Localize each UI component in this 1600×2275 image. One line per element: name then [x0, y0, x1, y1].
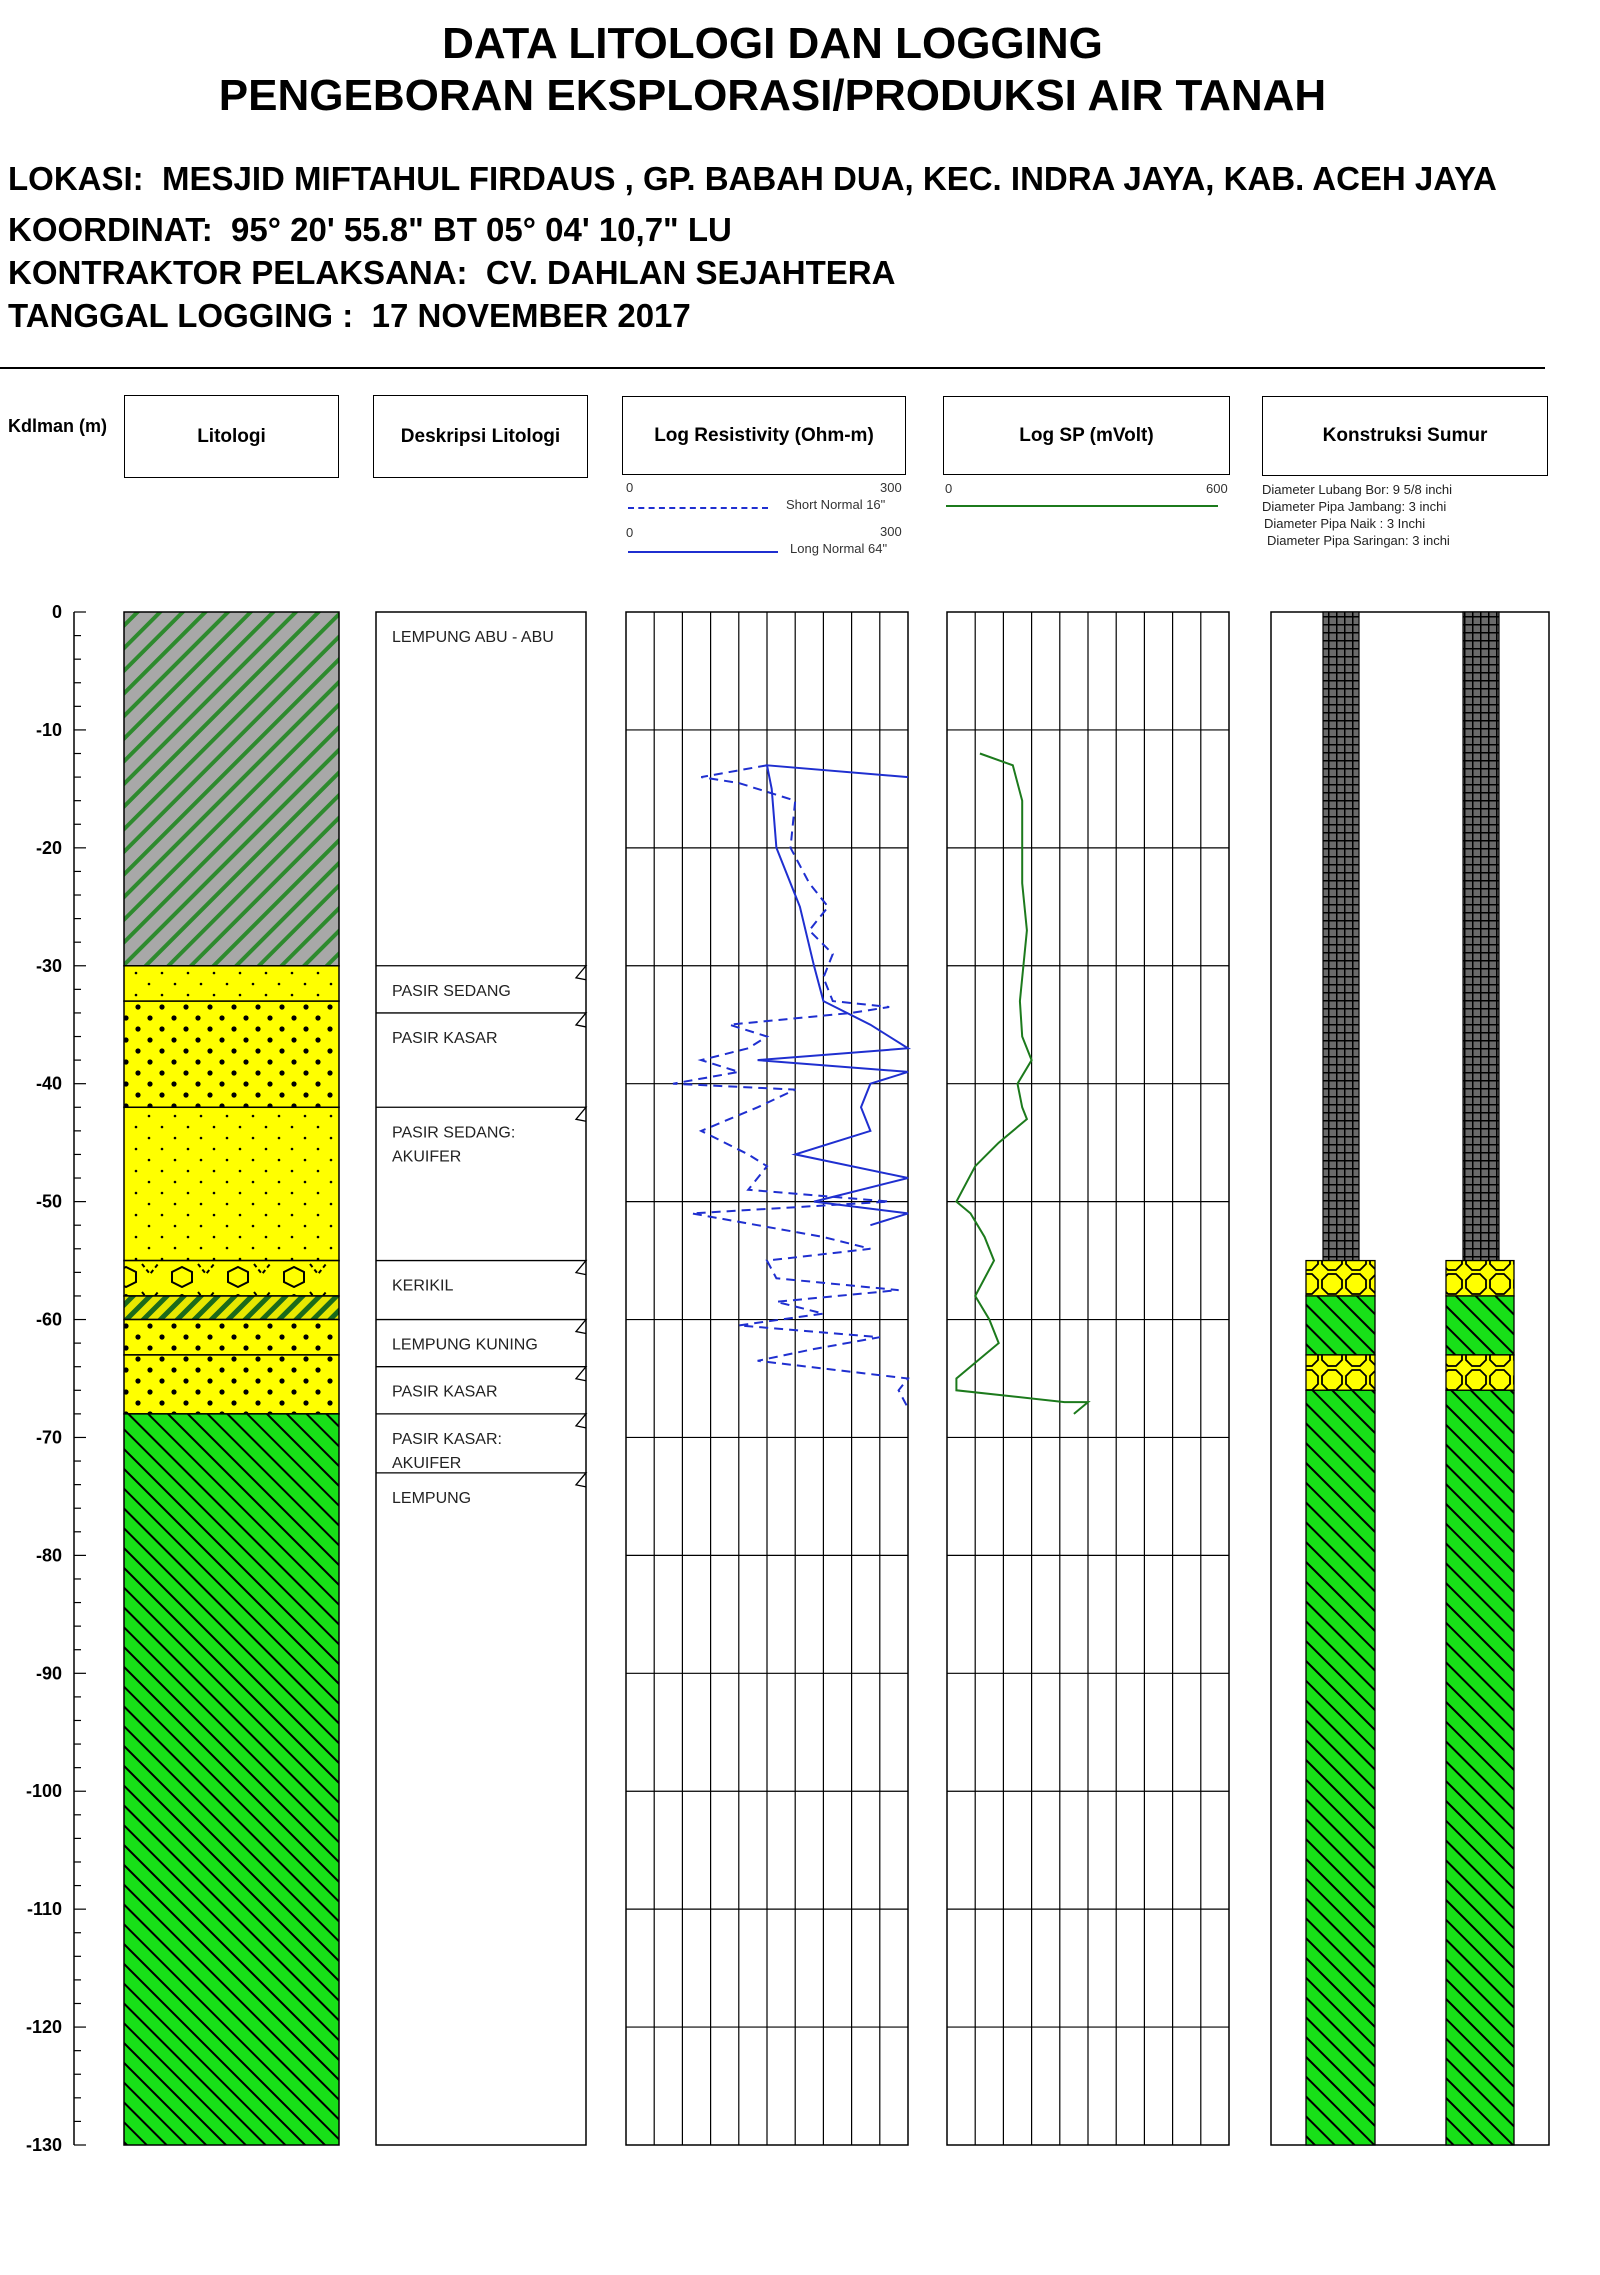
description-boundary: [376, 1413, 588, 1429]
long-normal-swatch: [628, 551, 778, 553]
deskripsi-header: Deskripsi Litologi: [373, 395, 588, 478]
construction-screen-left: [1305, 1259, 1376, 1297]
description-label: PASIR SEDANG:: [392, 1124, 515, 1141]
depth-axis: 0 -10 -20 -30 -40 -50 -60 -70 -80 -90 -100 -110 -120…: [26, 602, 86, 2155]
pipa-naik-info: Diameter Pipa Naik : 3 Inchi: [1264, 516, 1426, 531]
description-label: AKUIFER: [392, 1455, 461, 1472]
depth-tick-label: 0: [52, 602, 62, 622]
description-label: AKUIFER: [392, 1148, 461, 1165]
short-normal-name: Short Normal 16": [786, 497, 886, 512]
long-normal-name: Long Normal 64": [790, 541, 888, 556]
lithology-layer-clay-yellow: [123, 1295, 340, 1321]
construction-screen-left: [1305, 1354, 1376, 1391]
lithology-layer-sand-coarse: [123, 1318, 340, 1356]
konstruksi-header: Konstruksi Sumur: [1262, 396, 1548, 476]
depth-tick-label: -120: [26, 2017, 62, 2037]
depth-tick-label: -20: [36, 838, 62, 858]
koordinat-row: KOORDINAT: 95° 20' 55.8" BT 05° 04' 10,7…: [8, 211, 732, 249]
description-label: LEMPUNG: [392, 1490, 471, 1507]
description-label: LEMPUNG ABU - ABU: [392, 629, 554, 646]
depth-tick-label: -110: [27, 1899, 62, 1919]
lubang-bor-info: Diameter Lubang Bor: 9 5/8 inchi: [1262, 482, 1453, 497]
lithology-layer-sand-medium: [123, 965, 340, 1002]
lithology-column: [123, 611, 340, 2146]
depth-tick-label: -100: [26, 1781, 62, 1801]
depth-tick-label: -10: [36, 720, 62, 740]
long-normal-max: 300: [880, 524, 902, 539]
construction-column: [1270, 611, 1550, 2146]
lokasi-label: LOKASI:: [8, 160, 144, 197]
depth-tick-label: -60: [36, 1310, 62, 1330]
description-label: KERIKIL: [392, 1278, 453, 1295]
depth-tick-label: -80: [36, 1545, 62, 1565]
short-normal-min: 0: [626, 480, 634, 495]
casing-pipe-right: [1462, 611, 1500, 1262]
short-normal-max: 300: [880, 480, 902, 495]
sp-curve: [955, 752, 1091, 1415]
lithology-layer-clay-grey: [123, 611, 340, 967]
description-column: LEMPUNG ABU - ABU PASIR SEDANG PASIR KASAR…: [375, 611, 588, 2146]
sp-max: 600: [1206, 481, 1228, 496]
resistivity-track: [625, 611, 912, 2146]
description-label: PASIR KASAR: [392, 1030, 498, 1047]
construction-clay-green-fill-right: [1445, 1295, 1515, 1356]
depth-tick-label: -70: [36, 1427, 62, 1447]
kontraktor-value: CV. DAHLAN SEJAHTERA: [485, 254, 896, 291]
pipa-jambang-info: Diameter Pipa Jambang: 3 inchi: [1262, 499, 1447, 514]
pipa-saringan-info: Diameter Pipa Saringan: 3 inchi: [1267, 533, 1450, 548]
depth-tick-label: -50: [36, 1192, 62, 1212]
construction-screen-right: [1445, 1354, 1515, 1391]
casing-pipe-left: [1322, 611, 1360, 1262]
depth-tick-label: -130: [26, 2135, 62, 2155]
description-boundary: [376, 965, 588, 981]
description-boundary: [376, 1106, 588, 1122]
construction-screen-right: [1445, 1259, 1515, 1297]
lithology-layer-gravel: [123, 1259, 340, 1297]
header-divider: [0, 367, 1545, 369]
lithology-layer-sand-medium: [123, 1106, 340, 1262]
description-label: PASIR KASAR: [392, 1384, 498, 1401]
long-normal-min: 0: [626, 525, 634, 540]
description-boundary: [376, 1012, 588, 1028]
sp-swatch: [946, 505, 1218, 507]
lithology-layer-clay-green: [123, 1413, 340, 2146]
sp-min: 0: [945, 481, 953, 496]
resistivity-header: Log Resistivity (Ohm-m): [622, 396, 906, 475]
construction-clay-green-right: [1445, 1389, 1515, 2146]
description-label: PASIR KASAR:: [392, 1431, 502, 1448]
description-frame: [375, 611, 587, 2146]
description-label: LEMPUNG KUNING: [392, 1337, 538, 1354]
description-label: PASIR SEDANG: [392, 983, 511, 1000]
lithology-layer-sand-coarse: [123, 1000, 340, 1109]
lithology-layer-sand-coarse: [123, 1354, 340, 1415]
description-boundary: [376, 1318, 588, 1335]
title-line-1: DATA LITOLOGI DAN LOGGING: [442, 19, 1103, 68]
sp-header: Log SP (mVolt): [943, 396, 1230, 475]
sp-track: [946, 611, 1230, 2146]
depth-tick-label: -40: [36, 1074, 62, 1094]
koordinat-label: KOORDINAT:: [8, 211, 213, 248]
construction-clay-green-fill-left: [1305, 1295, 1376, 1356]
short-normal-curve: [672, 764, 910, 1409]
lokasi-row: LOKASI: MESJID MIFTAHUL FIRDAUS , GP. BA…: [8, 160, 1497, 198]
kontraktor-label: KONTRAKTOR PELAKSANA:: [8, 254, 468, 291]
depth-tick-label: -90: [36, 1663, 62, 1683]
tanggal-value: 17 NOVEMBER 2017: [371, 297, 691, 334]
construction-clay-green-left: [1305, 1389, 1376, 2146]
tanggal-label: TANGGAL LOGGING :: [8, 297, 354, 334]
koordinat-value: 95° 20' 55.8" BT 05° 04' 10,7" LU: [231, 211, 732, 248]
description-boundary: [376, 1472, 588, 1488]
short-normal-swatch: [628, 507, 768, 509]
tanggal-row: TANGGAL LOGGING : 17 NOVEMBER 2017: [8, 297, 691, 335]
long-normal-curve: [757, 764, 912, 1227]
description-boundary: [376, 1259, 588, 1276]
kontraktor-row: KONTRAKTOR PELAKSANA: CV. DAHLAN SEJAHTE…: [8, 254, 895, 292]
litologi-header: Litologi: [124, 395, 339, 478]
depth-axis-label: Kdlman (m): [8, 416, 107, 436]
depth-tick-label: -30: [36, 956, 62, 976]
description-boundary: [376, 1366, 588, 1382]
lokasi-value: MESJID MIFTAHUL FIRDAUS , GP. BABAH DUA,…: [162, 160, 1497, 197]
title-line-2: PENGEBORAN EKSPLORASI/PRODUKSI AIR TANAH: [218, 71, 1327, 120]
